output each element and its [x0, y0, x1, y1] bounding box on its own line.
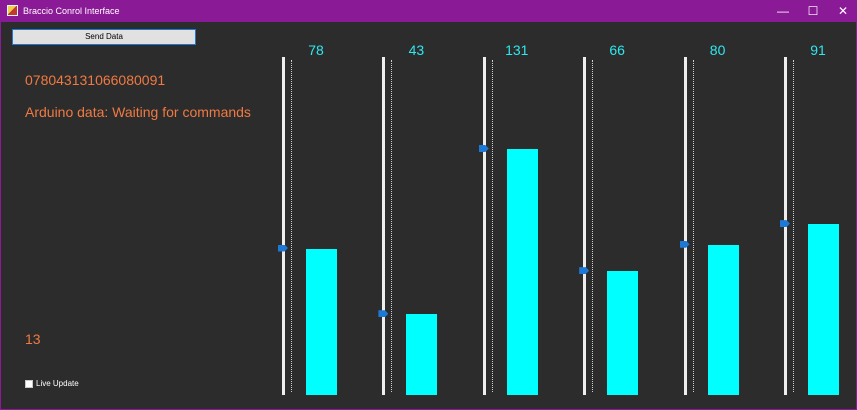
value-bar	[306, 248, 337, 395]
close-button[interactable]: ✕	[837, 4, 849, 18]
slider-track[interactable]	[583, 57, 587, 395]
send-data-button[interactable]: Send Data	[12, 29, 196, 45]
slider-track[interactable]	[282, 57, 285, 395]
app-icon	[7, 5, 18, 16]
slider-track[interactable]	[482, 57, 486, 395]
value-bar	[707, 244, 739, 395]
value-bar	[506, 149, 538, 395]
maximize-button[interactable]: ☐	[807, 4, 819, 18]
window-title: Braccio Conrol Interface	[23, 6, 120, 16]
slider-value-label: 43	[408, 42, 425, 58]
slider-ticks	[592, 60, 594, 392]
slider-value-label: 80	[709, 42, 726, 58]
slider-thumb[interactable]	[278, 244, 288, 252]
value-bar	[406, 314, 438, 395]
arduino-status-label: Arduino data: Waiting for commands	[25, 104, 251, 120]
slider-thumb[interactable]	[780, 220, 790, 228]
slider-value-label: 131	[505, 42, 529, 58]
slider-ticks	[391, 60, 393, 392]
title-bar[interactable]: Braccio Conrol Interface — ☐ ✕	[1, 0, 856, 22]
slider-thumb[interactable]	[679, 240, 690, 248]
slider-track[interactable]	[683, 57, 687, 395]
slider-ticks	[291, 60, 292, 392]
slider-ticks	[793, 60, 794, 392]
minimize-button[interactable]: —	[777, 4, 789, 18]
slider-thumb[interactable]	[579, 267, 590, 275]
slider-value-label: 91	[810, 42, 826, 58]
slider-track[interactable]	[382, 57, 386, 395]
live-update-label: Live Update	[36, 379, 79, 388]
live-update-checkbox[interactable]	[25, 380, 33, 388]
data-string-label: 078043131066080091	[25, 72, 166, 88]
slider-value-label: 66	[609, 42, 625, 58]
count-label: 13	[25, 331, 41, 347]
slider-thumb[interactable]	[478, 145, 489, 152]
slider-ticks	[692, 60, 694, 392]
slider-thumb[interactable]	[378, 310, 389, 318]
slider-value-label: 78	[308, 42, 324, 58]
slider-ticks	[491, 60, 493, 392]
value-bar	[607, 271, 639, 395]
value-bar	[808, 224, 839, 395]
